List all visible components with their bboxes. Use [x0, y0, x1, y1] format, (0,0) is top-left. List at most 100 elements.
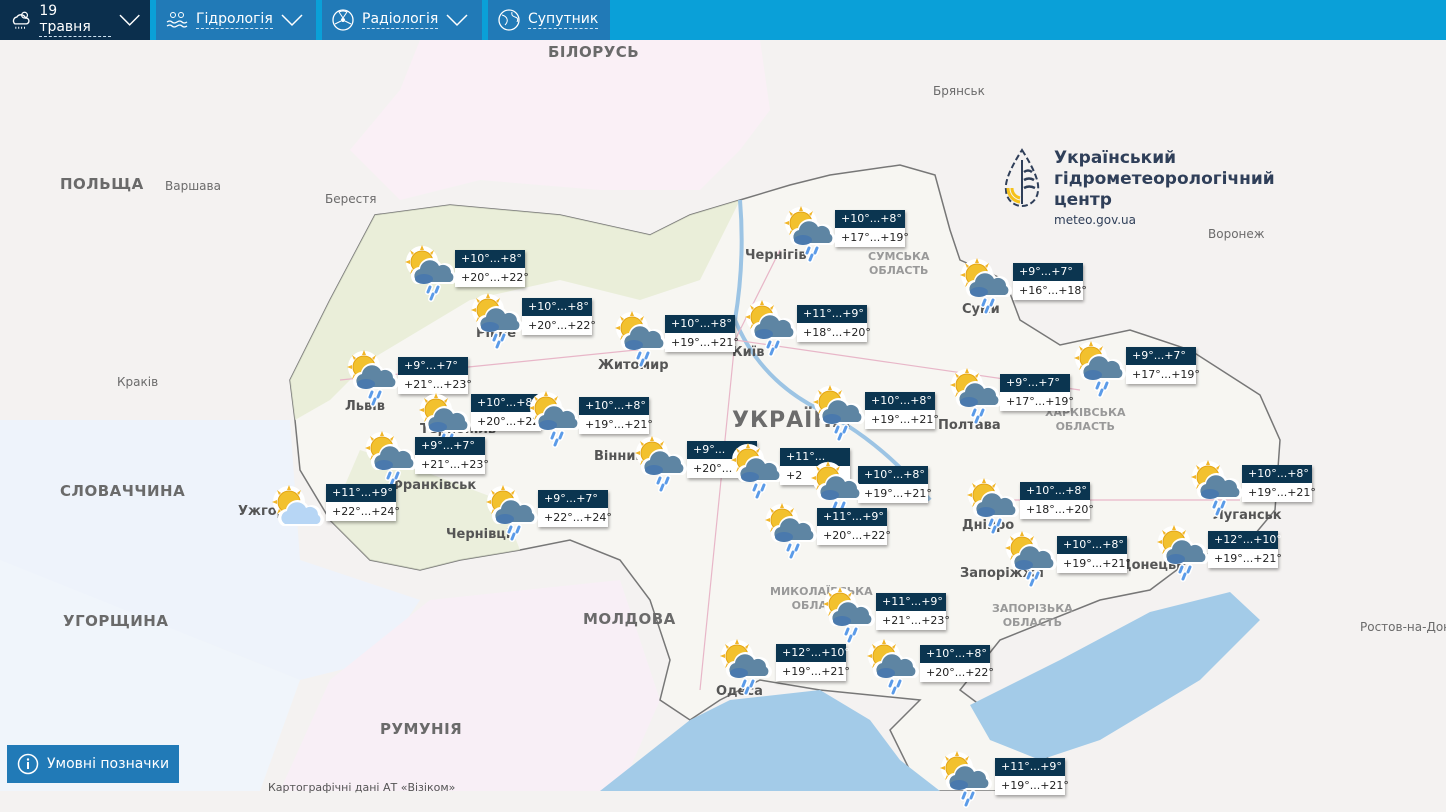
sun-cloud-rain-icon[interactable] [481, 482, 541, 542]
sun-cloud-rain-icon[interactable] [808, 382, 868, 442]
forecast-label[interactable]: +12°...+10° +19°...+21° [1208, 531, 1282, 568]
radiology-menu[interactable]: Радіологія [322, 0, 482, 40]
night-temp: +11°...+9° [797, 305, 867, 323]
night-temp: +11°... [780, 448, 850, 466]
day-temp: +18°...+20° [1020, 500, 1094, 519]
label-moldova: МОЛДОВА [583, 610, 676, 628]
day-temp: +19°...+21° [579, 415, 653, 434]
forecast-label[interactable]: +10°...+8° +19°...+21° [1242, 465, 1316, 502]
label-romania: РУМУНІЯ [380, 720, 463, 738]
forecast-label[interactable]: +11°...+9° +20°...+22° [817, 508, 891, 545]
sun-cloud-rain-icon[interactable] [862, 636, 922, 696]
sun-cloud-rain-icon[interactable] [400, 242, 460, 302]
chevron-down-icon [281, 14, 303, 27]
legend-button[interactable]: Умовні позначки [7, 745, 180, 783]
satellite-label: Супутник [528, 11, 599, 29]
sun-cloud-icon[interactable] [267, 482, 327, 542]
forecast-label[interactable]: +12°...+10° +19°...+21° [776, 644, 850, 681]
label-poland: ПОЛЬЩА [60, 175, 144, 193]
night-temp: +9°...+7° [1013, 263, 1083, 281]
day-temp: +21°...+23° [415, 455, 489, 474]
hydrology-menu[interactable]: Гідрологія [156, 0, 316, 40]
forecast-label[interactable]: +10°...+8° +18°...+20° [1020, 482, 1094, 519]
forecast-label[interactable]: +10°...+8° +20°...+22° [455, 250, 529, 287]
label-belarus: БІЛОРУСЬ [548, 43, 640, 61]
day-temp: +22°...+24° [538, 508, 612, 527]
forecast-label[interactable]: +9°...+7° +17°...+19° [1000, 374, 1074, 411]
region-sumy: СУМСЬКА ОБЛАСТЬ [868, 250, 930, 277]
satellite-button[interactable]: Супутник [488, 0, 610, 40]
city-krakow: Краків [117, 375, 159, 389]
forecast-label[interactable]: +10°...+8° +20°...+22° [920, 645, 994, 682]
day-temp: +17°...+19° [1000, 392, 1074, 411]
forecast-label[interactable]: +11°...+9° +19°...+21° [995, 758, 1069, 795]
forecast-label[interactable]: +9°...+7° +21°...+23° [415, 437, 489, 474]
top-toolbar: 19 травня Гідрологія Радіологія Супутник [0, 0, 1446, 40]
night-temp: +10°...+8° [665, 315, 735, 333]
sun-cloud-rain-icon[interactable] [779, 203, 839, 263]
forecast-label[interactable]: +10°...+8° +19°...+21° [858, 466, 932, 503]
sun-cloud-rain-icon[interactable] [1186, 457, 1246, 517]
sun-cloud-rain-icon[interactable] [818, 584, 878, 644]
weather-map[interactable]: БІЛОРУСЬ ПОЛЬЩА СЛОВАЧЧИНА УГОРЩИНА МОЛД… [0, 40, 1446, 791]
forecast-label[interactable]: +11°...+9° +18°...+20° [797, 305, 871, 342]
forecast-label[interactable]: +10°...+8° +20°...+22° [522, 298, 596, 335]
forecast-label[interactable]: +11°...+9° +21°...+23° [876, 593, 950, 630]
forecast-label[interactable]: +9°...+7° +16°...+18° [1013, 263, 1087, 300]
logo-line1: Український [1054, 148, 1177, 168]
forecast-label[interactable]: +9°...+7° +21°...+23° [398, 357, 472, 394]
sun-cloud-rain-icon[interactable] [342, 347, 402, 407]
sun-cloud-rain-icon[interactable] [740, 297, 800, 357]
forecast-label[interactable]: +9°...+7° +22°...+24° [538, 490, 612, 527]
sun-cloud-rain-icon[interactable] [955, 255, 1015, 315]
sun-cloud-rain-icon[interactable] [1152, 522, 1212, 582]
sun-cloud-rain-icon[interactable] [1000, 528, 1060, 588]
forecast-label[interactable]: +9°...+7° +17°...+19° [1126, 347, 1200, 384]
sun-cloud-rain-icon[interactable] [715, 636, 775, 696]
forecast-label[interactable]: +10°...+8° +20°...+22° [471, 394, 545, 431]
city-chernihiv: Чернігів [745, 248, 807, 263]
forecast-label[interactable]: +10°...+8° +19°...+21° [665, 315, 739, 352]
day-temp: +20°...+22° [920, 663, 994, 682]
forecast-label[interactable]: +10°...+8° +19°...+21° [865, 392, 939, 429]
night-temp: +12°...+10° [776, 644, 850, 662]
day-temp: +18°...+20° [797, 323, 871, 342]
forecast-label[interactable]: +11°...+9° +22°...+24° [326, 484, 400, 521]
sun-cloud-rain-icon[interactable] [935, 748, 995, 808]
date-selector[interactable]: 19 травня [0, 0, 150, 40]
forecast-label[interactable]: +10°...+8° +19°...+21° [1057, 536, 1131, 573]
night-temp: +9°...+7° [538, 490, 608, 508]
night-temp: +10°...+8° [522, 298, 592, 316]
sun-cloud-rain-icon[interactable] [630, 433, 690, 493]
chevron-down-icon [119, 14, 140, 26]
weather-cloud-sun-icon [12, 11, 30, 29]
sun-cloud-rain-icon[interactable] [962, 475, 1022, 535]
forecast-label[interactable]: +10°...+8° +19°...+21° [579, 397, 653, 434]
night-temp: +11°...+9° [326, 484, 396, 502]
night-temp: +9°...+7° [1000, 374, 1070, 392]
city-zhytomyr: Житомир [598, 358, 669, 373]
day-temp: +16°...+18° [1013, 281, 1087, 300]
day-temp: +21°...+23° [398, 375, 472, 394]
sun-cloud-rain-icon[interactable] [466, 290, 526, 350]
sun-cloud-rain-icon[interactable] [610, 308, 670, 368]
night-temp: +10°...+8° [579, 397, 649, 415]
day-temp: +22°...+24° [326, 502, 400, 521]
hydrology-label: Гідрологія [196, 11, 273, 29]
sun-cloud-rain-icon[interactable] [524, 388, 584, 448]
night-temp: +10°...+8° [1057, 536, 1127, 554]
sun-cloud-rain-icon[interactable] [1069, 338, 1129, 398]
forecast-label[interactable]: +10°...+8° +17°...+19° [835, 210, 909, 247]
sun-cloud-rain-icon[interactable] [360, 428, 420, 488]
sun-cloud-rain-icon[interactable] [760, 500, 820, 560]
night-temp: +12°...+10° [1208, 531, 1282, 549]
sun-cloud-rain-icon[interactable] [945, 365, 1005, 425]
logo-line2: гідрометеорологічний [1054, 169, 1275, 189]
day-temp: +20°...+22° [522, 316, 596, 335]
info-icon [17, 753, 39, 775]
night-temp: +9°...+7° [415, 437, 485, 455]
night-temp: +10°...+8° [865, 392, 935, 410]
sun-cloud-rain-icon[interactable] [726, 440, 786, 500]
city-voronezh: Воронеж [1208, 227, 1265, 241]
night-temp: +10°...+8° [920, 645, 990, 663]
